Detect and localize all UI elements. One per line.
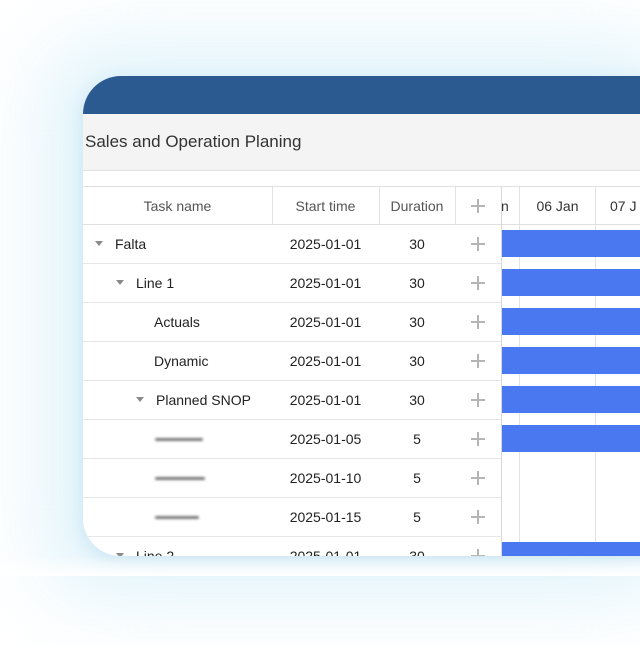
collapse-caret-icon[interactable]	[116, 553, 124, 556]
bottom-fade	[0, 556, 640, 576]
task-start-time: 2025-01-10	[289, 470, 362, 486]
gantt-task-bar[interactable]	[502, 347, 640, 374]
task-start-time: 2025-01-05	[289, 431, 362, 447]
task-duration: 30	[409, 353, 425, 369]
add-subtask-plus-icon[interactable]	[471, 237, 485, 251]
gantt-task-bar[interactable]	[502, 425, 640, 452]
add-subtask-plus-icon[interactable]	[471, 510, 485, 524]
timeline-header-date-2: 07 J	[596, 187, 640, 225]
add-subtask-plus-icon[interactable]	[471, 432, 485, 446]
add-subtask-plus-icon[interactable]	[471, 471, 485, 485]
task-start-time: 2025-01-01	[289, 236, 362, 252]
add-subtask-plus-icon[interactable]	[471, 393, 485, 407]
table-row[interactable]: Planned SNOP 2025-01-01 30	[83, 381, 501, 420]
timeline-date-label: 07 J	[610, 198, 637, 214]
task-name: Falta	[115, 236, 147, 252]
collapse-caret-icon[interactable]	[116, 280, 124, 285]
task-name: Line 2	[136, 548, 175, 556]
task-duration: 5	[413, 470, 421, 486]
task-name: Planned SNOP	[156, 392, 251, 408]
redacted-task-name	[155, 438, 203, 441]
collapse-caret-icon[interactable]	[136, 397, 144, 402]
task-duration: 5	[413, 431, 421, 447]
collapse-caret-icon[interactable]	[95, 241, 103, 246]
top-bar	[83, 76, 640, 114]
task-duration: 30	[409, 548, 425, 556]
table-row[interactable]: Actuals 2025-01-01 30	[83, 303, 501, 342]
page-title: Sales and Operation Planing	[85, 132, 302, 151]
task-duration: 30	[409, 392, 425, 408]
gantt-task-bar[interactable]	[502, 230, 640, 257]
task-duration: 30	[409, 314, 425, 330]
gantt-task-bar[interactable]	[502, 386, 640, 413]
gantt-task-bar[interactable]	[502, 542, 640, 556]
column-divider	[455, 187, 456, 225]
column-header-task-name[interactable]: Task name	[83, 187, 272, 225]
task-start-time: 2025-01-01	[289, 314, 362, 330]
column-header-add	[455, 187, 501, 225]
table-row[interactable]: Dynamic 2025-01-01 30	[83, 342, 501, 381]
column-header-duration[interactable]: Duration	[379, 187, 455, 225]
column-header-start-time[interactable]: Start time	[272, 187, 379, 225]
task-name: Line 1	[136, 275, 175, 291]
task-start-time: 2025-01-15	[289, 509, 362, 525]
task-duration: 5	[413, 509, 421, 525]
task-start-time: 2025-01-01	[289, 392, 362, 408]
timeline-date-label: 06 Jan	[536, 198, 579, 214]
task-duration: 30	[409, 275, 425, 291]
timeline-date-partial: n	[501, 198, 509, 214]
column-divider	[379, 187, 380, 225]
table-row[interactable]: Line 2 2025-01-01 30	[83, 537, 501, 556]
gantt-task-bar[interactable]	[502, 308, 640, 335]
task-start-time: 2025-01-01	[289, 548, 362, 556]
table-row[interactable]: Falta 2025-01-01 30	[83, 225, 501, 264]
add-subtask-plus-icon[interactable]	[471, 276, 485, 290]
table-row[interactable]: 2025-01-10 5	[83, 459, 501, 498]
add-subtask-plus-icon[interactable]	[471, 549, 485, 556]
timeline-header-date-1: 06 Jan	[520, 187, 595, 225]
title-bar: Sales and Operation Planing	[83, 114, 640, 171]
gantt-grid: Task name Start time Duration n 06 Jan 0…	[83, 186, 640, 556]
task-start-time: 2025-01-01	[289, 275, 362, 291]
redacted-task-name	[155, 477, 205, 480]
column-divider	[272, 187, 273, 225]
task-start-time: 2025-01-01	[289, 353, 362, 369]
grid-timeline-divider[interactable]	[501, 187, 502, 556]
gantt-task-bar[interactable]	[502, 269, 640, 296]
redacted-task-name	[155, 516, 199, 519]
add-subtask-plus-icon[interactable]	[471, 354, 485, 368]
table-row[interactable]: 2025-01-05 5	[83, 420, 501, 459]
add-task-plus-icon[interactable]	[471, 199, 485, 213]
timeline-header-partial: n	[501, 187, 519, 225]
app-window: Sales and Operation Planing Task name St…	[83, 76, 640, 556]
task-duration: 30	[409, 236, 425, 252]
table-row[interactable]: 2025-01-15 5	[83, 498, 501, 537]
task-name: Dynamic	[154, 353, 209, 369]
add-subtask-plus-icon[interactable]	[471, 315, 485, 329]
table-row[interactable]: Line 1 2025-01-01 30	[83, 264, 501, 303]
task-name: Actuals	[154, 314, 200, 330]
